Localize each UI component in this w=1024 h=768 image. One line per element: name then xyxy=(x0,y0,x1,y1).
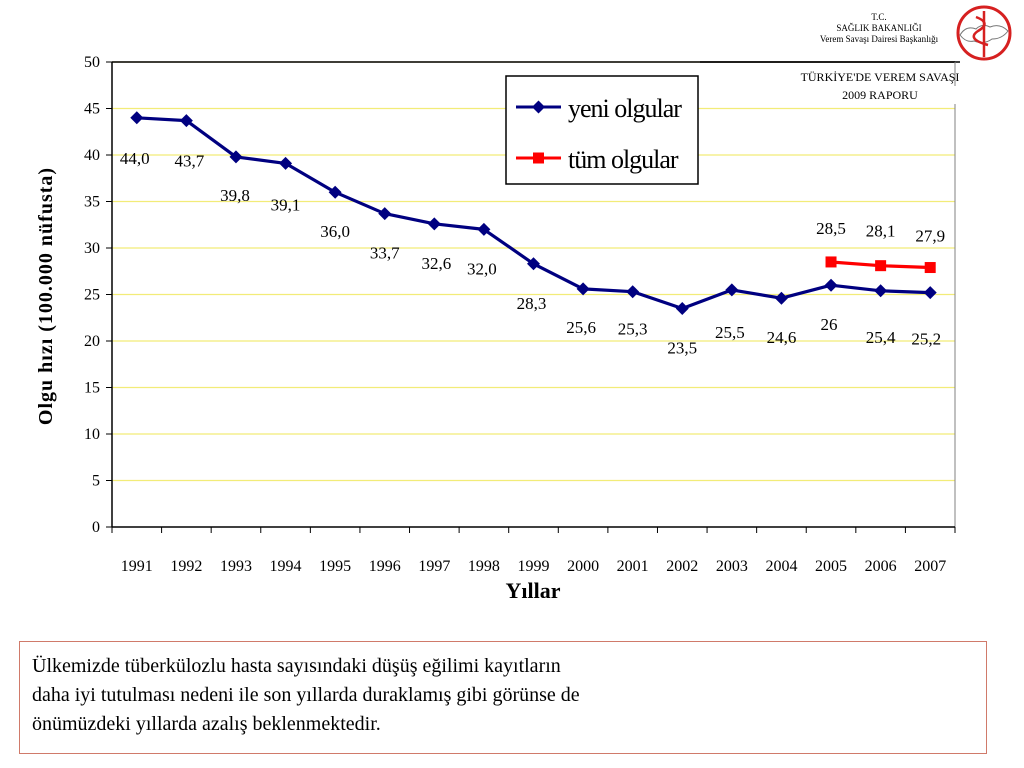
data-point xyxy=(675,301,689,315)
data-label: 39,8 xyxy=(220,186,250,205)
data-point xyxy=(825,256,837,268)
y-axis-title: Olgu hızı (100.000 nüfusta) xyxy=(35,167,57,425)
x-tick-label: 1997 xyxy=(418,558,450,575)
data-label: 32,0 xyxy=(467,259,497,278)
y-tick-label: 0 xyxy=(92,519,100,536)
data-labels: 44,0 43,7 39,8 39,1 36,0 33,7 32,6 32,0 28,3 25,6… xyxy=(120,149,945,358)
x-axis-title: Yıllar xyxy=(506,578,561,603)
ministry-header: T.C. SAĞLIK BAKANLIĞI Verem Savaşı Daire… xyxy=(804,12,954,45)
org-line-tc: T.C. xyxy=(871,12,887,22)
org-line-department: Verem Savaşı Dairesi Başkanlığı xyxy=(819,34,939,44)
data-point xyxy=(130,111,144,125)
legend-marker-yeni xyxy=(532,100,545,114)
data-point xyxy=(875,260,887,272)
ministry-of-health-logo-icon xyxy=(956,5,1012,61)
y-tick-label: 30 xyxy=(84,240,100,257)
x-tick-label: 1998 xyxy=(468,558,500,575)
x-tick-labels: 1991 1992 1993 1994 1995 1996 1997 1998 1999 2000… xyxy=(121,558,946,575)
data-label: 25,4 xyxy=(866,328,896,347)
data-point xyxy=(179,114,193,128)
data-label: 28,5 xyxy=(816,219,846,238)
data-label: 25,5 xyxy=(715,323,745,342)
data-label: 33,7 xyxy=(370,244,400,263)
data-label: 23,5 xyxy=(667,338,697,357)
y-tick-label: 5 xyxy=(92,473,100,490)
data-label: 25,2 xyxy=(911,330,941,349)
report-title-line2: 2009 RAPORU xyxy=(800,86,960,104)
legend-label-tum: tüm olgular xyxy=(568,145,679,174)
data-point xyxy=(229,150,243,164)
legend-box xyxy=(505,75,699,185)
y-tick-label: 50 xyxy=(84,54,100,71)
x-tick-label: 2007 xyxy=(914,558,946,575)
note-line-3: önümüzdeki yıllarda azalış beklenmektedi… xyxy=(32,713,381,735)
data-point xyxy=(924,262,936,274)
x-tick-label: 2004 xyxy=(765,558,797,575)
data-point xyxy=(874,284,888,298)
data-point xyxy=(328,185,342,199)
x-tick-label: 1993 xyxy=(220,558,252,575)
data-point xyxy=(477,222,491,236)
x-tick-label: 2006 xyxy=(865,558,897,575)
data-label: 43,7 xyxy=(175,152,205,171)
data-label: 27,9 xyxy=(915,227,945,246)
y-tick-label: 40 xyxy=(84,147,100,164)
y-tick-label: 10 xyxy=(84,426,100,443)
data-label: 26 xyxy=(821,315,838,334)
data-point xyxy=(576,282,590,296)
x-tick-label: 1994 xyxy=(270,558,302,575)
data-label: 25,3 xyxy=(618,320,648,339)
data-series xyxy=(130,111,937,315)
x-tick-label: 1992 xyxy=(170,558,202,575)
data-label: 24,6 xyxy=(767,328,797,347)
report-title-line1: TÜRKİYE'DE VEREM SAVAŞI xyxy=(800,70,960,84)
data-point xyxy=(824,278,838,292)
data-point xyxy=(774,291,788,305)
y-tick-label: 25 xyxy=(84,287,100,304)
data-point xyxy=(378,207,392,221)
data-point xyxy=(427,217,441,231)
x-tick-label: 2005 xyxy=(815,558,847,575)
y-tick-label: 20 xyxy=(84,333,100,350)
legend-marker-tum xyxy=(533,152,544,164)
report-title: TÜRKİYE'DE VEREM SAVAŞI 2009 RAPORU xyxy=(800,68,960,104)
data-label: 28,1 xyxy=(866,222,896,241)
note-line-2: daha iyi tutulması nedeni ile son yıllar… xyxy=(32,684,580,706)
data-label: 25,6 xyxy=(566,318,596,337)
data-label: 44,0 xyxy=(120,149,150,168)
axes xyxy=(106,61,960,533)
org-line-ministry: SAĞLIK BAKANLIĞI xyxy=(836,23,922,33)
legend-label-yeni: yeni olgular xyxy=(568,94,682,123)
y-tick-label: 45 xyxy=(84,101,100,118)
y-tick-label: 35 xyxy=(84,194,100,211)
x-tick-label: 2001 xyxy=(617,558,649,575)
y-tick-label: 15 xyxy=(84,380,100,397)
data-label: 32,6 xyxy=(421,254,451,273)
data-label: 39,1 xyxy=(271,195,301,214)
y-tick-labels: 0 5 10 15 20 25 30 35 40 45 50 xyxy=(84,54,100,536)
data-point xyxy=(626,285,640,299)
note-line-1: Ülkemizde tüberkülozlu hasta sayısındaki… xyxy=(32,655,561,677)
x-tick-label: 1995 xyxy=(319,558,351,575)
summary-note-box: Ülkemizde tüberkülozlu hasta sayısındaki… xyxy=(19,641,987,754)
x-tick-label: 1996 xyxy=(369,558,401,575)
data-label: 36,0 xyxy=(320,222,350,241)
data-point xyxy=(527,257,540,271)
data-point xyxy=(725,283,739,297)
data-label: 28,3 xyxy=(517,294,547,313)
x-tick-label: 1999 xyxy=(518,558,550,575)
data-point xyxy=(923,286,937,300)
x-tick-label: 2000 xyxy=(567,558,599,575)
x-tick-label: 1991 xyxy=(121,558,153,575)
data-point xyxy=(279,156,293,170)
x-tick-label: 2003 xyxy=(716,558,748,575)
legend: yeni olgular tüm olgular xyxy=(505,75,699,185)
x-tick-label: 2002 xyxy=(666,558,698,575)
